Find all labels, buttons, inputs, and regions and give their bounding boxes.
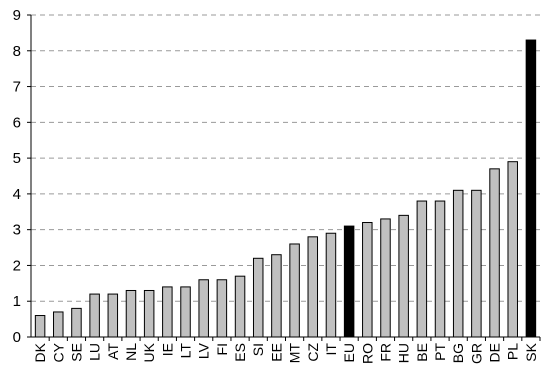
- bar-cz: [307, 236, 319, 338]
- x-tick-label: NL: [123, 343, 139, 361]
- x-tick-label: MT: [287, 343, 303, 364]
- x-tick-label: BG: [450, 343, 466, 363]
- x-tick-label: RO: [359, 343, 375, 364]
- x-tick-label: ES: [232, 343, 248, 362]
- bars: [34, 39, 537, 338]
- x-tick-label: SI: [250, 343, 266, 356]
- y-tick-label: 8: [13, 43, 21, 60]
- x-tick-label: SK: [523, 342, 539, 361]
- x-tick-label: DK: [32, 342, 48, 362]
- bar-de: [489, 168, 500, 338]
- bar-fi: [216, 279, 228, 338]
- bar-sk: [525, 39, 537, 338]
- bar-ee: [271, 254, 282, 338]
- bar-lu: [89, 293, 100, 338]
- y-tick-label: 0: [13, 329, 21, 346]
- bar-lt: [180, 286, 191, 338]
- bar-nl: [125, 289, 137, 338]
- bar-be: [416, 200, 428, 338]
- x-tick-label: CZ: [305, 343, 321, 362]
- y-tick-label: 6: [13, 114, 21, 131]
- axes: [27, 14, 541, 341]
- bar-it: [325, 232, 337, 338]
- y-tick-label: 9: [13, 7, 21, 24]
- gridlines: [31, 14, 540, 302]
- bar-pt: [434, 200, 446, 338]
- bar-si: [252, 257, 264, 338]
- x-tick-label: IE: [159, 343, 175, 356]
- x-tick-label: BE: [414, 343, 430, 362]
- bar-eu: [343, 225, 355, 338]
- y-tick-label: 4: [13, 186, 21, 203]
- x-tick-label: LU: [87, 343, 103, 361]
- bar-ro: [362, 222, 373, 338]
- x-tick-label: LV: [196, 342, 212, 359]
- bar-lv: [198, 279, 209, 338]
- x-tick-label: HU: [396, 343, 412, 363]
- x-tick-label: IT: [323, 343, 339, 356]
- x-tick-label: UK: [141, 342, 157, 362]
- x-tick-label: GR: [468, 343, 484, 364]
- bar-bg: [452, 189, 464, 338]
- bar-pl: [507, 161, 518, 338]
- x-tick-label: FR: [377, 343, 393, 362]
- y-tick-label: 1: [13, 293, 21, 310]
- x-tick-label: FI: [214, 343, 230, 355]
- x-tick-label: EE: [268, 343, 284, 362]
- y-axis-ticks: 0 1 2 3 4 5 6 7 8 9: [13, 7, 21, 346]
- y-tick-label: 7: [13, 79, 21, 96]
- x-tick-label: PT: [432, 343, 448, 361]
- bar-ie: [162, 286, 173, 338]
- x-tick-label: EU: [341, 343, 357, 362]
- y-tick-label: 5: [13, 150, 21, 167]
- x-tick-label: CY: [50, 342, 66, 362]
- bar-cy: [53, 311, 64, 338]
- x-tick-label: LT: [178, 343, 194, 359]
- bar-se: [71, 307, 82, 338]
- bar-at: [107, 293, 119, 338]
- bar-es: [234, 275, 246, 338]
- x-tick-label: AT: [105, 343, 121, 360]
- bar-hu: [398, 214, 409, 338]
- x-tick-label: SE: [68, 343, 84, 362]
- bar-mt: [289, 243, 300, 338]
- bar-uk: [143, 289, 155, 338]
- bar-fr: [380, 218, 391, 338]
- y-tick-label: 2: [13, 257, 21, 274]
- bar-dk: [34, 315, 46, 338]
- x-tick-label: DE: [487, 343, 503, 362]
- bar-gr: [471, 189, 482, 338]
- x-axis-ticks: DK CY SE LU AT NL UK IE LT LV FI ES SI EE MT CZ IT EU RO FR…: [32, 342, 539, 364]
- x-tick-label: PL: [505, 343, 521, 360]
- y-tick-label: 3: [13, 222, 21, 239]
